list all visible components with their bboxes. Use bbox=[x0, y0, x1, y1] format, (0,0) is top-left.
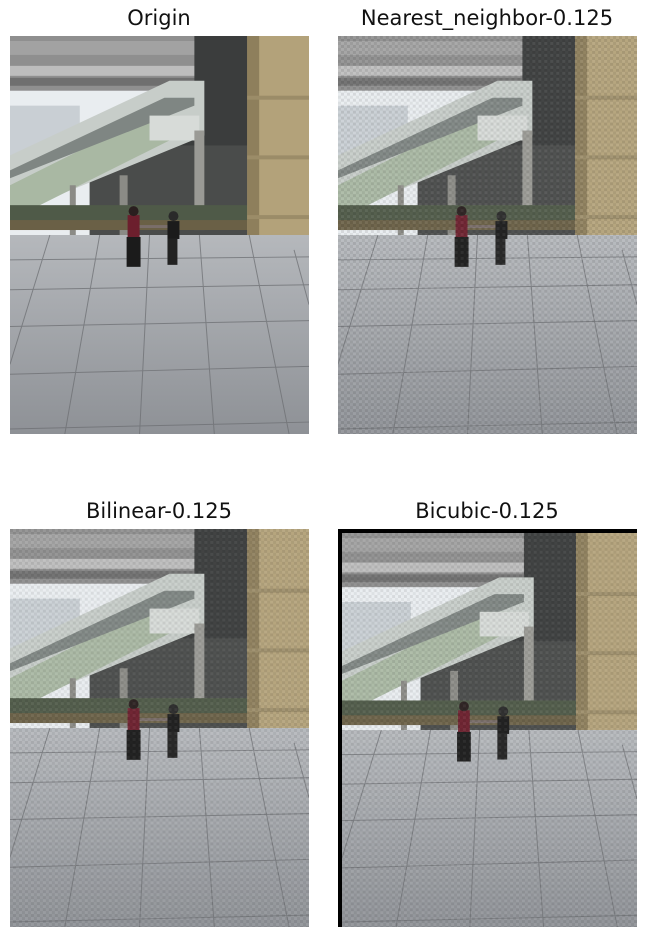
panel-title-origin: Origin bbox=[127, 6, 191, 30]
panel-title-nearest-neighbor: Nearest_neighbor-0.125 bbox=[360, 6, 614, 30]
image-bilinear bbox=[10, 529, 309, 927]
image-bicubic bbox=[338, 529, 637, 927]
image-nearest-neighbor bbox=[338, 36, 637, 434]
image-origin bbox=[10, 36, 309, 434]
panel-title-bicubic: Bicubic-0.125 bbox=[415, 499, 559, 523]
panel-title-bilinear: Bilinear-0.125 bbox=[86, 499, 232, 523]
